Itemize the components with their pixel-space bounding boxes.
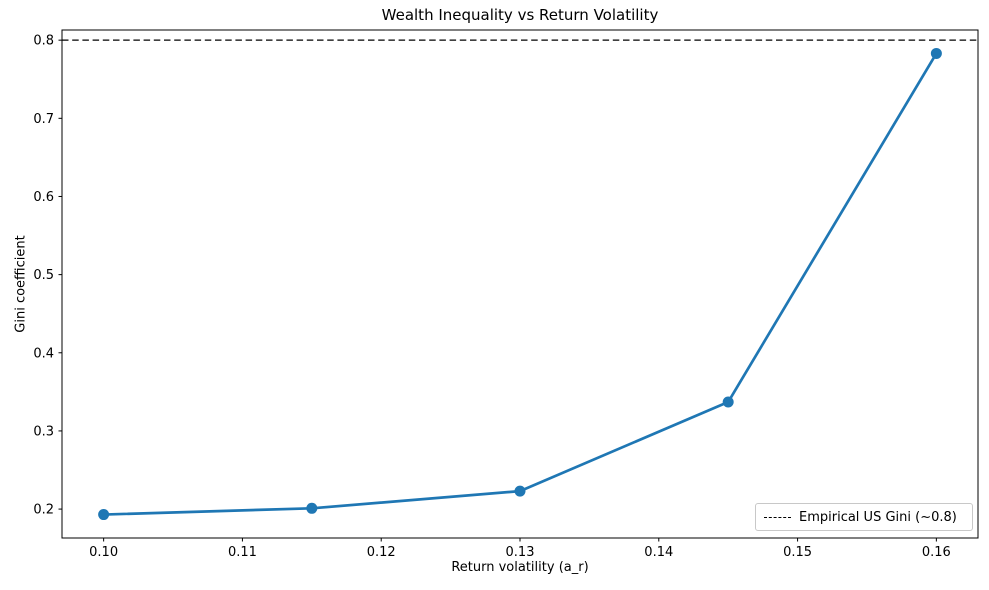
- series-line: [102, 52, 938, 516]
- y-tick-label: 0.2: [33, 503, 54, 518]
- y-tick-label: 0.3: [33, 424, 54, 439]
- data-point: [514, 485, 526, 497]
- data-point: [98, 509, 110, 521]
- y-tick-label: 0.4: [33, 346, 54, 361]
- x-axis-label: Return volatility (a_r): [451, 560, 589, 575]
- axes-frame: [61, 29, 979, 539]
- y-axis-label: Gini coefficient: [13, 235, 29, 333]
- data-point: [722, 396, 734, 408]
- x-tick-label: 0.11: [228, 545, 257, 560]
- data-point: [306, 502, 318, 514]
- x-tick-label: 0.14: [644, 545, 673, 560]
- y-tick-label: 0.5: [33, 268, 54, 283]
- x-tick-label: 0.10: [89, 545, 118, 560]
- legend-label: Empirical US Gini (~0.8): [799, 509, 957, 525]
- x-tick-label: 0.13: [506, 545, 535, 560]
- x-tick-label: 0.15: [783, 545, 812, 560]
- legend-dashed-line-icon: [764, 516, 791, 518]
- x-tick-label: 0.16: [922, 545, 951, 560]
- data-point: [930, 47, 942, 59]
- chart-title: Wealth Inequality vs Return Volatility: [381, 6, 659, 24]
- x-tick-label: 0.12: [367, 545, 396, 560]
- y-tick-label: 0.8: [33, 34, 54, 49]
- legend: Empirical US Gini (~0.8): [755, 503, 973, 531]
- y-tick-label: 0.7: [33, 112, 54, 127]
- y-tick-label: 0.6: [33, 190, 54, 205]
